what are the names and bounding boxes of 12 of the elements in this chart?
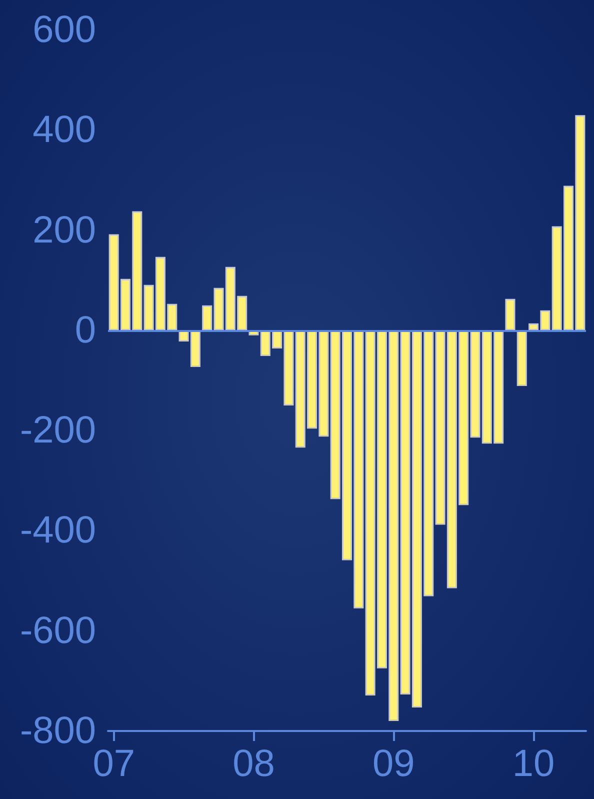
y-tick-label: 600 bbox=[32, 9, 96, 51]
x-tick-label: 08 bbox=[232, 743, 275, 785]
y-tick-label: 400 bbox=[32, 109, 96, 152]
bar bbox=[516, 330, 527, 386]
y-tick-label: -200 bbox=[20, 410, 96, 452]
bar bbox=[505, 298, 516, 330]
x-tick-label: 10 bbox=[512, 743, 555, 785]
y-tick-label: 0 bbox=[74, 309, 96, 352]
y-tick-label: 200 bbox=[32, 209, 96, 252]
x-tick-label: 09 bbox=[372, 743, 415, 785]
y-tick-label: -400 bbox=[20, 510, 96, 552]
y-tick-label: -600 bbox=[20, 610, 96, 652]
